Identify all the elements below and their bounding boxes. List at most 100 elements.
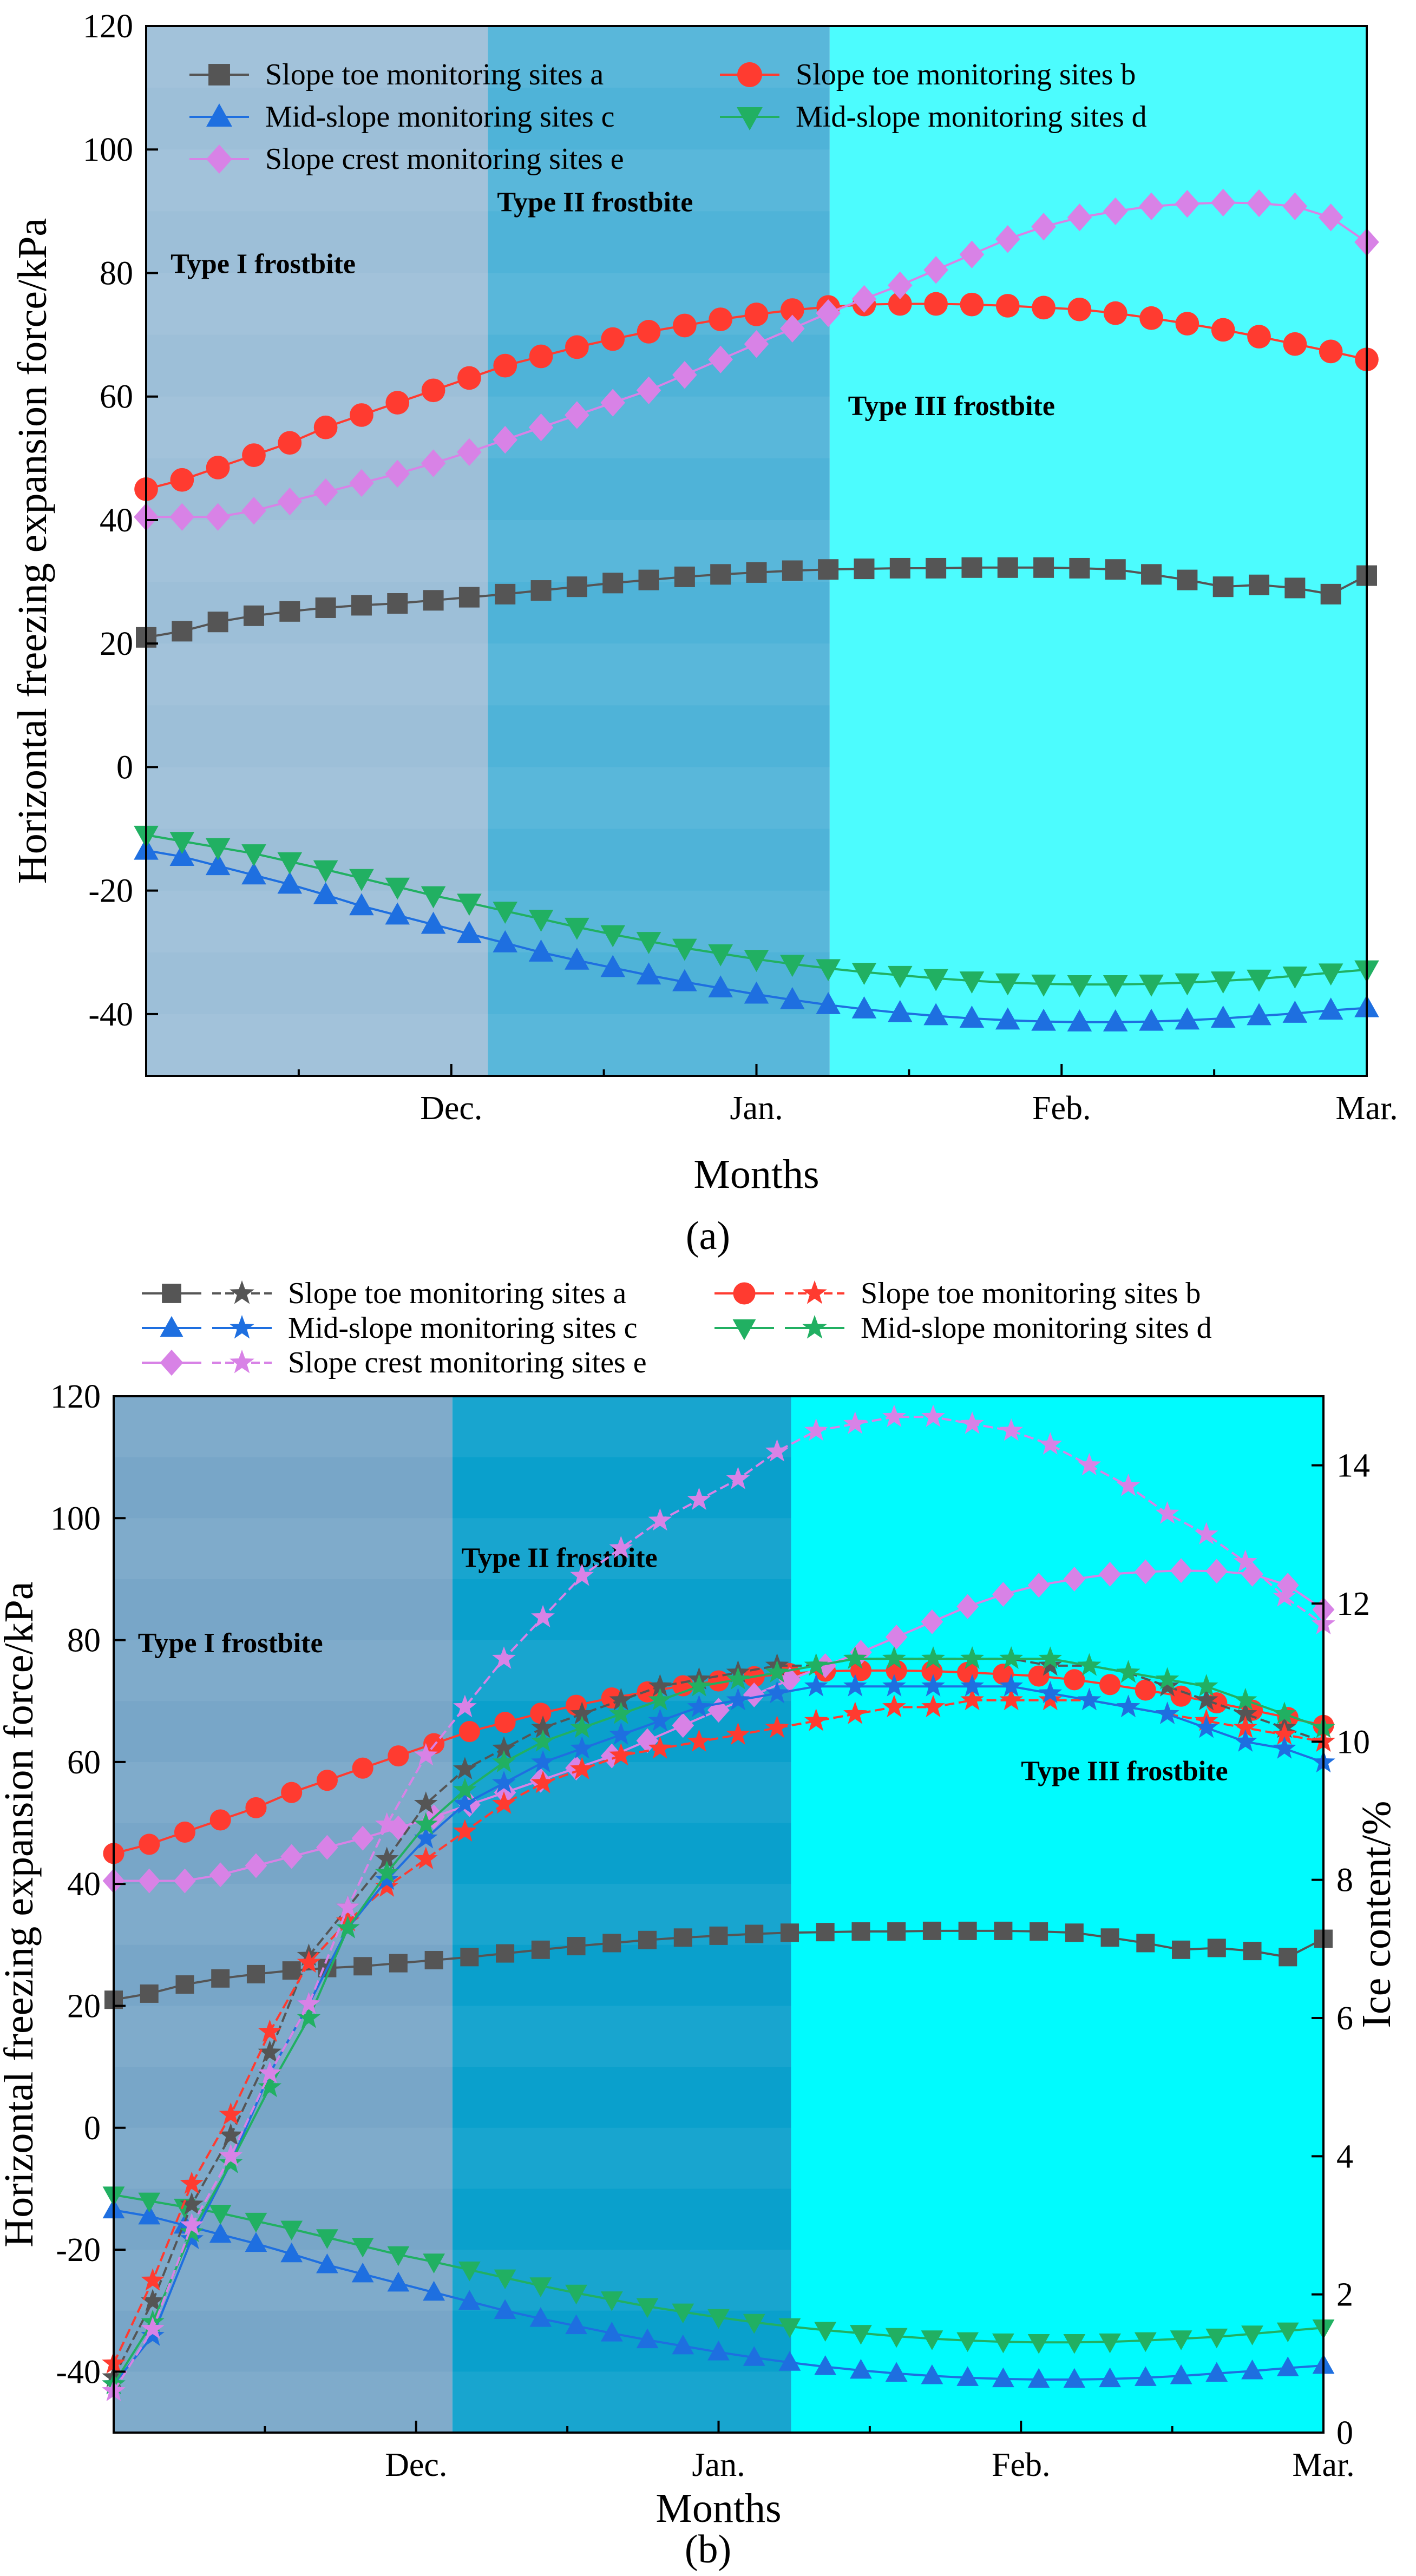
data-point xyxy=(1099,1674,1121,1696)
data-point xyxy=(637,320,661,344)
data-point xyxy=(1175,973,1200,996)
data-point xyxy=(1249,574,1270,595)
data-point xyxy=(707,1698,730,1723)
data-point xyxy=(804,1653,828,1676)
data-point xyxy=(1103,975,1128,997)
data-point xyxy=(387,2271,410,2292)
data-point xyxy=(780,1923,799,1942)
data-point xyxy=(277,852,303,875)
data-point xyxy=(745,1924,764,1943)
data-point xyxy=(765,1681,789,1704)
data-point xyxy=(246,1964,265,1983)
data-point xyxy=(313,860,338,883)
legend-marker xyxy=(230,1280,254,1304)
data-point xyxy=(570,1757,594,1779)
data-point xyxy=(245,2232,267,2252)
caption-b: (b) xyxy=(685,2527,731,2572)
data-point xyxy=(778,1667,801,1692)
data-point xyxy=(1273,1701,1296,1724)
data-point xyxy=(992,1582,1014,1607)
data-point xyxy=(387,2246,410,2266)
data-point xyxy=(570,1736,594,1759)
legend-marker xyxy=(230,1315,254,1339)
data-point xyxy=(1139,1008,1164,1031)
data-point xyxy=(1170,2364,1192,2384)
data-point xyxy=(207,612,228,633)
data-point xyxy=(960,1646,984,1669)
data-point xyxy=(885,1625,908,1650)
data-point xyxy=(385,459,410,488)
data-point xyxy=(885,2328,908,2348)
data-point xyxy=(1065,1923,1084,1942)
data-point xyxy=(780,314,805,343)
y-axis-title: Horizontal freezing expansion force/kPa xyxy=(10,218,55,884)
data-point xyxy=(1027,1573,1050,1598)
data-point xyxy=(1103,301,1127,325)
y2-tick-label: 10 xyxy=(1336,1724,1370,1760)
data-point xyxy=(316,1835,338,1860)
data-point xyxy=(530,580,552,601)
data-point xyxy=(744,330,769,358)
data-point xyxy=(141,2268,165,2291)
data-point xyxy=(457,921,482,943)
data-point xyxy=(1205,1559,1228,1584)
data-point xyxy=(565,2314,587,2335)
data-point xyxy=(241,497,266,525)
data-point xyxy=(387,593,408,614)
data-point xyxy=(414,1743,438,1766)
data-point xyxy=(277,871,303,894)
data-point xyxy=(1031,974,1056,997)
data-point xyxy=(999,1418,1024,1441)
data-point xyxy=(180,2213,204,2236)
data-point xyxy=(375,1861,399,1883)
legend-marker xyxy=(802,1315,827,1339)
data-point xyxy=(493,930,518,952)
data-point xyxy=(493,902,518,924)
data-point xyxy=(170,468,194,492)
legend-marker xyxy=(160,1316,183,1337)
data-point xyxy=(1067,1009,1092,1031)
data-point xyxy=(423,2281,445,2301)
data-point xyxy=(351,1825,374,1851)
data-point xyxy=(1172,1940,1191,1959)
data-point xyxy=(205,853,231,876)
data-point xyxy=(375,1867,399,1890)
data-point xyxy=(423,590,444,611)
legend-label: Slope toe monitoring sites a xyxy=(265,58,604,91)
data-point xyxy=(1279,1948,1297,1967)
data-point xyxy=(924,292,948,316)
data-point xyxy=(219,2123,243,2146)
data-point xyxy=(956,1594,979,1619)
data-point xyxy=(209,2205,232,2225)
data-point xyxy=(1247,189,1271,218)
data-point xyxy=(1063,1566,1086,1592)
data-point xyxy=(1210,971,1236,994)
data-point xyxy=(421,449,446,477)
data-point xyxy=(1116,1474,1140,1496)
data-point xyxy=(1284,577,1306,599)
data-point xyxy=(278,431,302,455)
data-point xyxy=(492,1736,516,1759)
data-point xyxy=(140,1984,159,2003)
data-point xyxy=(258,2074,282,2098)
y-tick-label: 80 xyxy=(67,1622,101,1659)
data-point xyxy=(992,2333,1014,2354)
data-point xyxy=(672,2334,694,2355)
data-point xyxy=(921,1609,943,1634)
data-point xyxy=(648,1687,672,1711)
legend-marker xyxy=(732,1319,756,1340)
data-point xyxy=(1212,576,1234,597)
data-point xyxy=(1103,1009,1128,1031)
data-point xyxy=(1099,2333,1121,2354)
data-point xyxy=(1155,1701,1179,1724)
data-point xyxy=(169,844,195,866)
legend-label: Mid-slope monitoring sites c xyxy=(288,1311,638,1345)
data-point xyxy=(1175,312,1199,336)
data-point xyxy=(219,2151,243,2173)
data-point xyxy=(851,1922,870,1941)
y2-tick-label: 8 xyxy=(1336,1862,1353,1899)
data-point xyxy=(882,1674,906,1697)
data-point xyxy=(297,1950,321,1973)
data-point xyxy=(174,1868,196,1894)
data-point xyxy=(743,1683,765,1707)
